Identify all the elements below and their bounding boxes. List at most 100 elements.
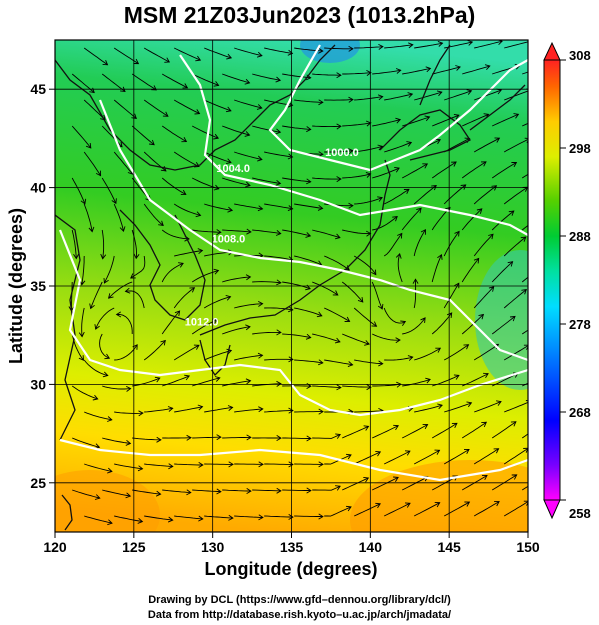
- streamline: [143, 99, 169, 117]
- streamline-arrow: [213, 184, 220, 191]
- streamline-arrow: [371, 321, 378, 327]
- contour-label: 1004.0: [216, 163, 250, 175]
- credit-data: Data from http://database.rish.kyoto–u.a…: [147, 609, 452, 621]
- streamline-arrow: [226, 53, 233, 60]
- y-axis-title: Latitude (degrees): [6, 208, 26, 364]
- streamline-arrow: [306, 126, 312, 133]
- streamline-arrow: [403, 188, 410, 194]
- colorbar-tick-label: 298: [569, 141, 591, 156]
- streamline-arrow: [137, 517, 144, 524]
- streamline: [342, 122, 371, 127]
- wind-streamlines: [68, 40, 562, 526]
- streamline-arrow: [149, 139, 155, 146]
- streamline: [384, 93, 413, 101]
- streamline-arrow: [94, 494, 101, 500]
- streamline: [491, 421, 517, 439]
- streamline-arrow: [244, 78, 251, 85]
- streamline: [462, 65, 490, 75]
- streamline: [234, 303, 263, 309]
- streamline-arrow: [348, 45, 354, 52]
- streamline: [414, 91, 442, 101]
- streamline-arrow: [395, 117, 402, 124]
- streamline-arrow: [225, 106, 232, 113]
- streamline-arrow: [162, 111, 169, 117]
- streamline: [282, 281, 311, 290]
- streamline-arrow: [306, 435, 312, 442]
- streamline: [444, 402, 472, 413]
- streamline: [521, 485, 528, 491]
- streamline: [174, 406, 203, 413]
- streamline: [534, 41, 562, 48]
- colorbar-top-arrow: [543, 41, 561, 61]
- streamline-arrow: [377, 94, 384, 101]
- streamline-arrow: [198, 462, 204, 468]
- colorbar-tick-label: 278: [569, 317, 591, 332]
- streamline-arrow: [318, 408, 324, 415]
- streamline-arrow: [510, 421, 517, 427]
- streamline-arrow: [480, 161, 487, 167]
- streamline: [252, 177, 281, 184]
- streamline: [71, 385, 98, 400]
- streamline-arrow: [225, 158, 232, 165]
- streamline-arrow: [216, 488, 222, 495]
- streamline-arrow: [245, 274, 252, 281]
- streamline-arrow: [508, 210, 515, 216]
- streamline-arrow: [125, 439, 132, 446]
- streamline: [372, 69, 401, 75]
- streamline-arrow: [394, 166, 400, 173]
- streamline-arrow: [197, 248, 204, 255]
- streamline: [161, 310, 180, 335]
- streamline: [431, 254, 442, 283]
- streamline: [397, 253, 403, 283]
- streamline: [413, 229, 426, 257]
- streamline: [101, 125, 123, 148]
- streamline: [324, 99, 353, 101]
- streamline-arrow: [246, 434, 252, 441]
- streamline-arrow: [78, 355, 85, 361]
- streamline-arrow: [316, 311, 323, 318]
- streamline-arrow: [85, 142, 92, 149]
- streamline-arrow: [404, 450, 411, 456]
- streamline: [234, 354, 263, 361]
- x-tick-label: 125: [122, 539, 146, 555]
- streamline: [294, 255, 322, 266]
- streamline: [114, 344, 138, 361]
- streamline-arrow: [213, 268, 220, 275]
- streamline: [116, 313, 133, 334]
- y-tick-label: 30: [30, 376, 46, 392]
- streamline: [504, 41, 528, 49]
- streamline: [222, 436, 251, 439]
- streamline: [101, 73, 126, 92]
- streamline: [342, 72, 371, 75]
- streamline: [413, 449, 440, 465]
- streamline-arrow: [467, 40, 474, 46]
- streamline-arrow: [228, 514, 234, 521]
- streamline: [234, 151, 262, 160]
- streamline-arrow: [181, 136, 188, 143]
- streamline: [443, 282, 460, 309]
- streamline: [503, 138, 528, 153]
- x-tick-label: 150: [516, 539, 540, 555]
- streamline-arrow: [496, 400, 502, 406]
- streamline-arrow: [258, 461, 264, 468]
- streamline: [161, 73, 188, 89]
- streamline: [522, 71, 528, 75]
- streamline-arrow: [257, 205, 264, 212]
- streamline-arrow: [318, 151, 324, 158]
- streamline: [503, 289, 527, 309]
- colorbar-ticks: 308 298 288 278 268 258: [560, 48, 591, 521]
- streamline: [372, 333, 401, 341]
- streamline: [72, 437, 100, 448]
- streamline-arrow: [435, 138, 441, 145]
- streamline: [162, 489, 191, 494]
- isobar-1016: [59, 438, 528, 482]
- streamline: [72, 489, 100, 499]
- streamline-arrow: [407, 355, 414, 361]
- streamline: [401, 476, 428, 491]
- streamline-arrow: [420, 317, 426, 323]
- streamline: [402, 67, 431, 75]
- streamline: [222, 229, 251, 233]
- streamline-arrow: [186, 434, 192, 441]
- streamline: [81, 307, 85, 337]
- streamline-arrow: [180, 189, 187, 196]
